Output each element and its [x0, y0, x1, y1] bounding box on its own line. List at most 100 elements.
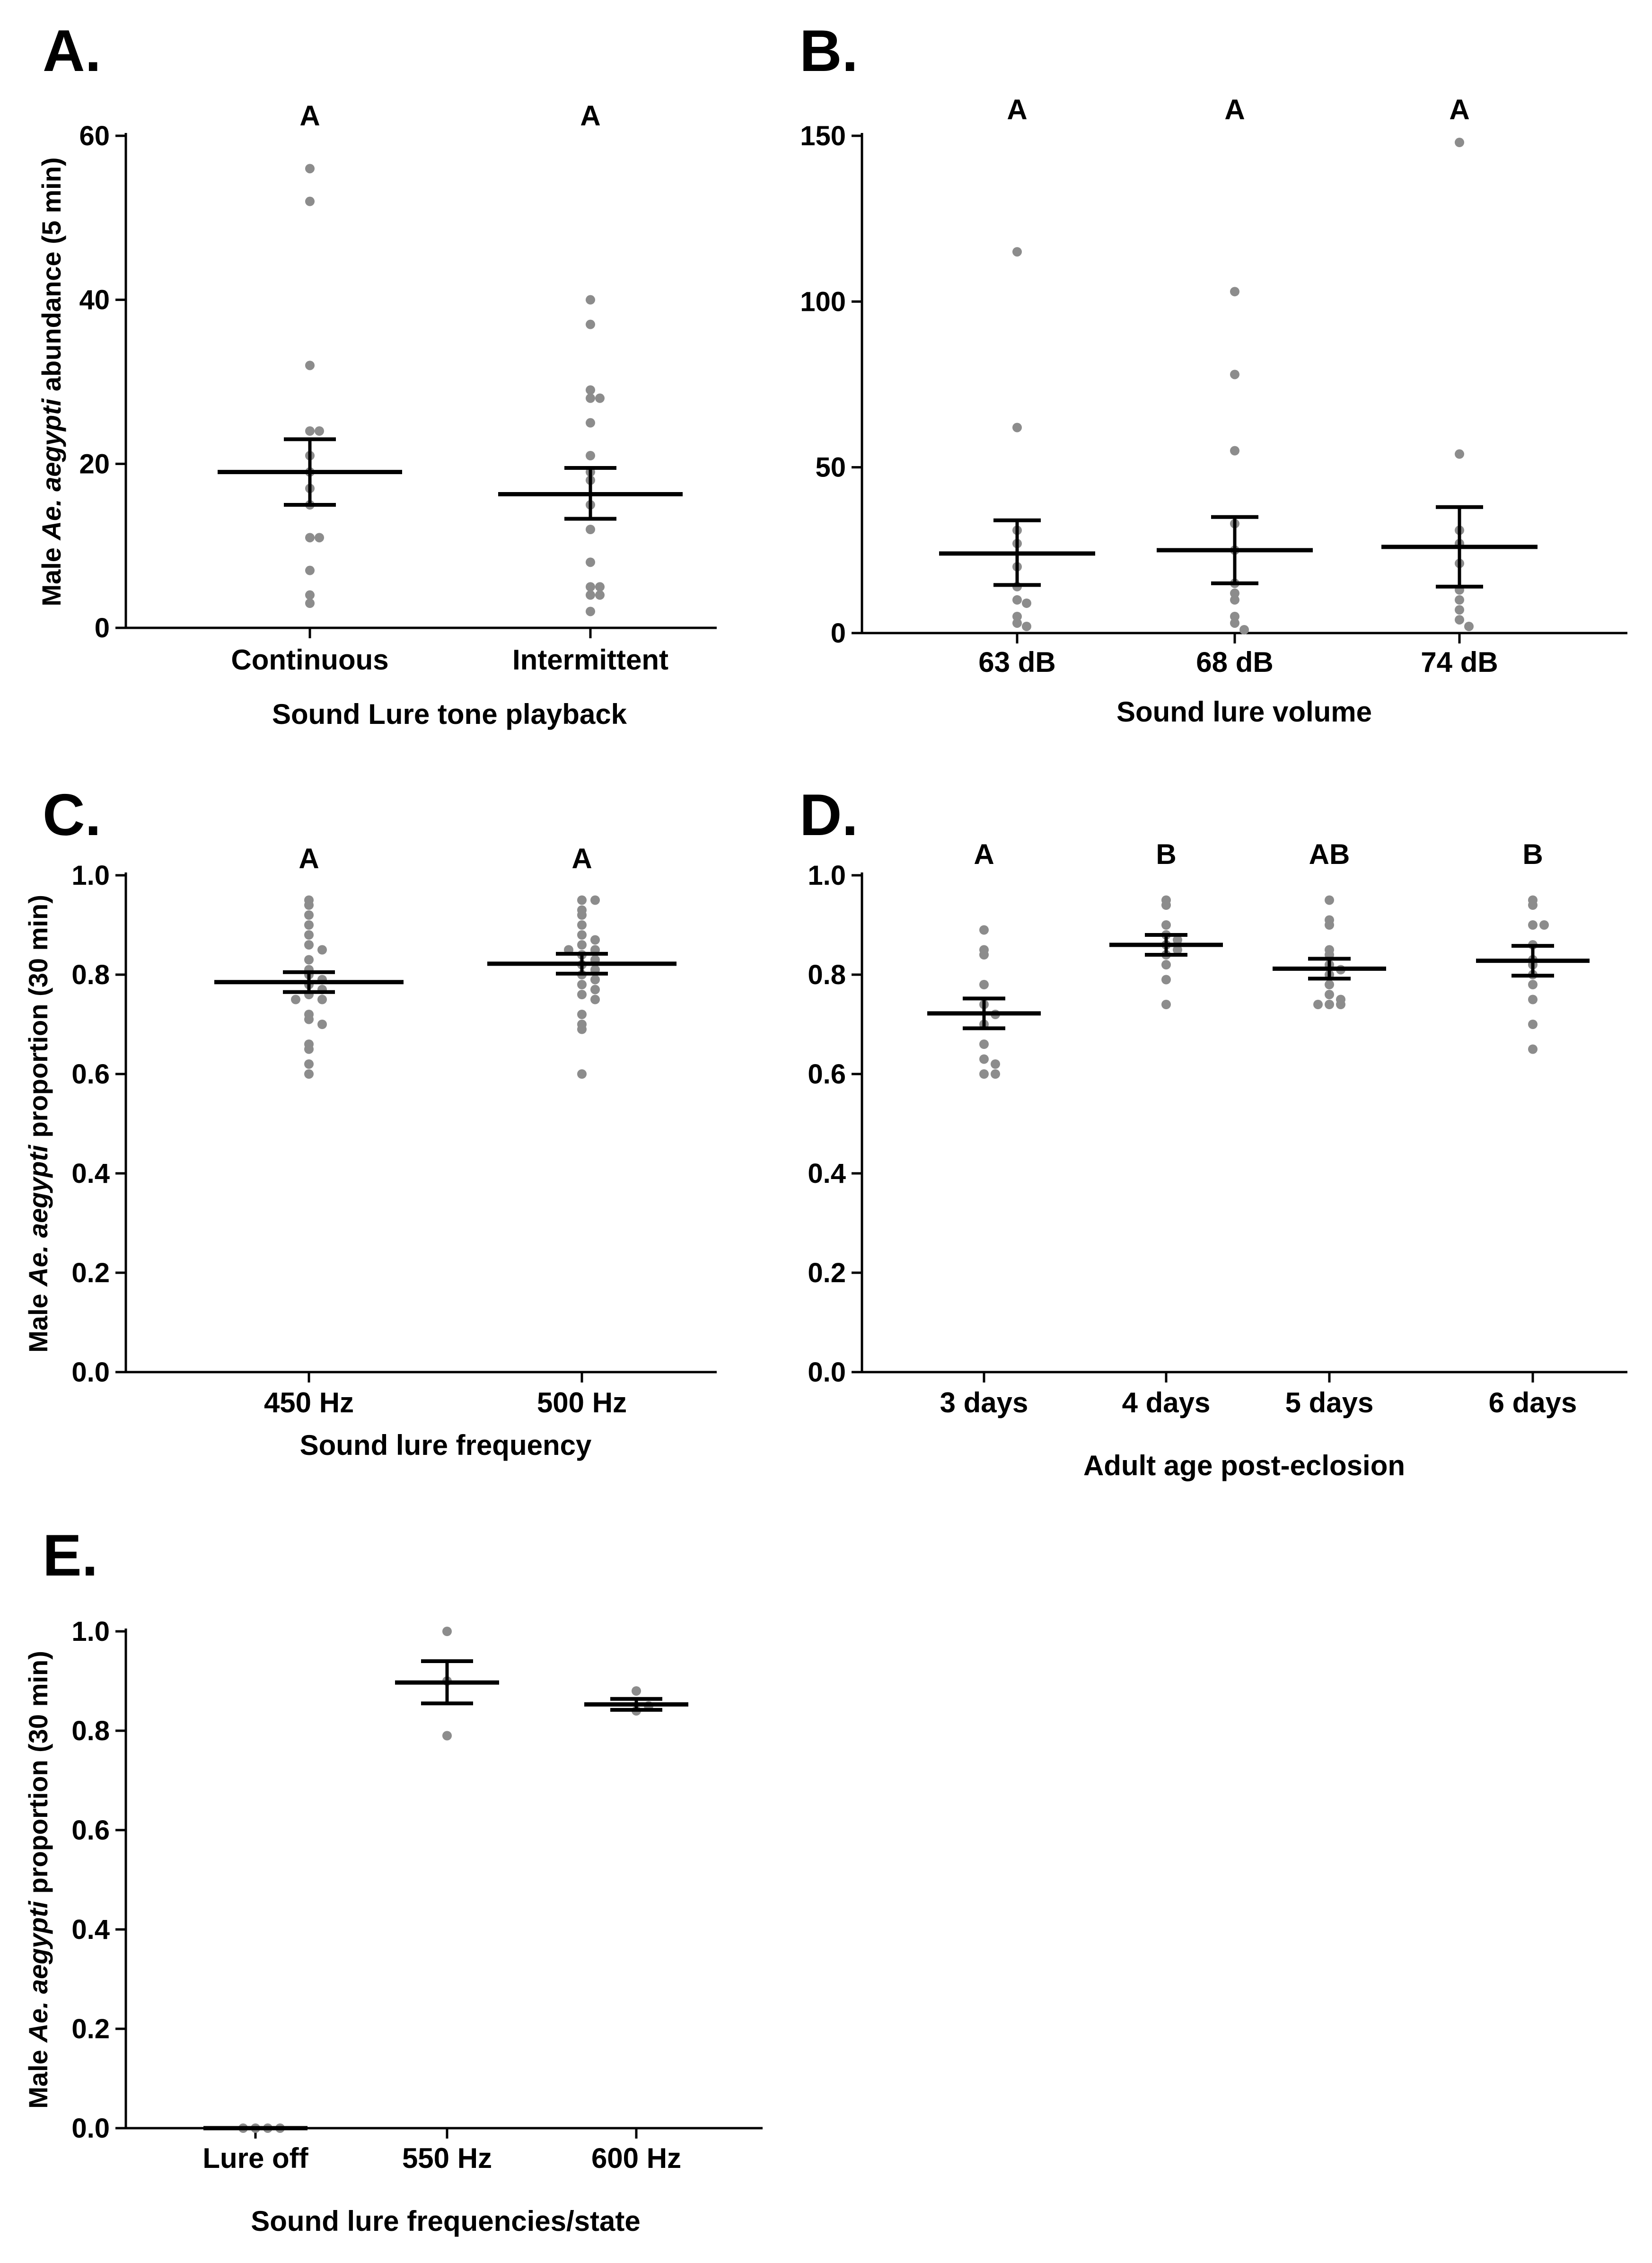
data-point: [1528, 1044, 1538, 1054]
data-point: [1325, 980, 1334, 989]
y-tick-label: 100: [800, 286, 846, 317]
data-point: [586, 295, 595, 305]
data-point: [1528, 980, 1538, 989]
data-point: [1173, 935, 1182, 945]
data-point: [1528, 995, 1538, 1004]
data-point: [1161, 900, 1171, 910]
data-point: [586, 557, 595, 567]
group-500-hz: A: [487, 843, 677, 1079]
y-tick-label: 1.0: [808, 860, 846, 891]
data-point: [304, 955, 314, 965]
group-intermittent: A: [498, 100, 683, 616]
y-tick-label: 0.8: [71, 1716, 110, 1746]
data-point: [305, 164, 315, 174]
x-tick-label: 63 dB: [978, 646, 1055, 678]
data-point: [979, 1054, 989, 1064]
x-tick-label: 74 dB: [1421, 646, 1498, 678]
y-tick-label: 20: [79, 449, 110, 479]
x-tick-label: 3 days: [940, 1387, 1028, 1418]
data-point: [1539, 920, 1549, 930]
y-axis-title: Male Ae. aegypti proportion (30 min): [23, 895, 53, 1353]
data-point: [291, 995, 300, 1004]
data-point: [577, 940, 587, 950]
y-tick-label: 0.6: [808, 1059, 846, 1090]
data-point: [1336, 1000, 1345, 1009]
panel-e: E. 0.0 0.2 0.4 0.6 0.8 1.0 Lure off 550 Hz 600 Hz…: [23, 1523, 763, 2237]
data-point: [1230, 287, 1239, 297]
y-tick-label: 1.0: [71, 1616, 110, 1647]
group-550-hz: [395, 1627, 499, 1741]
group-74-db: A: [1381, 94, 1538, 631]
y-axis-title-prefix: Male: [23, 1286, 53, 1353]
data-point: [577, 1024, 587, 1034]
data-point: [586, 393, 595, 403]
data-point: [1161, 960, 1171, 969]
data-point: [304, 940, 314, 950]
y-tick-label: 0.4: [808, 1158, 846, 1189]
x-tick-label: Lure off: [202, 2142, 308, 2174]
data-point: [586, 319, 595, 329]
y-tick-label: 60: [79, 121, 110, 151]
data-point: [991, 1059, 1000, 1069]
y-tick-label: 0.2: [71, 1258, 110, 1288]
data-point: [1022, 598, 1031, 608]
data-point: [586, 590, 595, 600]
data-point: [317, 1020, 327, 1029]
data-point: [577, 895, 587, 905]
x-tick-label: 68 dB: [1196, 646, 1273, 678]
data-point: [577, 1010, 587, 1019]
data-point: [595, 582, 605, 592]
y-tick-label: 40: [79, 285, 110, 316]
significance-letter: A: [299, 843, 319, 874]
data-point: [632, 1686, 641, 1696]
data-point: [1455, 449, 1464, 459]
group-450-hz: A: [214, 843, 404, 1079]
significance-letter: AB: [1309, 838, 1350, 870]
data-point: [1325, 920, 1334, 930]
data-point: [1230, 618, 1239, 628]
data-point: [586, 607, 595, 616]
data-point: [317, 945, 327, 955]
data-point: [304, 1069, 314, 1079]
data-point: [305, 426, 315, 436]
y-axis-title-suffix: proportion (30 min): [23, 1651, 53, 1901]
data-point: [442, 1627, 452, 1636]
panel-a: A. 0 20 40 60 Continuous Intermittent Sound Lur…: [36, 18, 717, 730]
data-point: [590, 985, 600, 995]
panel-letter: A.: [43, 18, 101, 84]
data-point: [304, 1014, 314, 1024]
data-point: [1230, 588, 1239, 598]
data-point: [305, 361, 315, 370]
data-point: [586, 418, 595, 428]
data-point: [304, 1059, 314, 1069]
x-axis-title: Sound lure frequencies/state: [251, 2205, 641, 2237]
y-tick-label: 0: [95, 613, 110, 643]
data-point: [442, 1731, 452, 1741]
x-tick-label: 600 Hz: [591, 2142, 681, 2174]
y-tick-label: 0.8: [808, 960, 846, 990]
x-axis-title: Sound Lure tone playback: [272, 698, 627, 730]
x-tick-label: 450 Hz: [264, 1387, 354, 1418]
panel-letter: D.: [800, 783, 858, 848]
data-point: [979, 1069, 989, 1079]
y-tick-label: 0.4: [71, 1914, 110, 1945]
data-point: [586, 525, 595, 534]
x-tick-label: 6 days: [1489, 1387, 1577, 1418]
data-point: [979, 950, 989, 960]
group-4-days: B: [1109, 838, 1223, 1009]
data-point: [1455, 605, 1464, 615]
data-point: [1464, 621, 1474, 631]
data-point: [595, 393, 605, 403]
y-tick-label: 50: [815, 452, 846, 483]
data-point: [1012, 611, 1022, 621]
data-point: [1455, 595, 1464, 605]
x-axis-title: Adult age post-eclosion: [1083, 1450, 1405, 1481]
significance-letter: A: [571, 843, 592, 874]
significance-letter: B: [1156, 838, 1176, 870]
significance-letter: A: [974, 838, 994, 870]
panel-letter: C.: [43, 783, 101, 848]
data-point: [1012, 247, 1022, 257]
data-point: [1173, 945, 1182, 955]
y-tick-label: 0.0: [808, 1357, 846, 1388]
